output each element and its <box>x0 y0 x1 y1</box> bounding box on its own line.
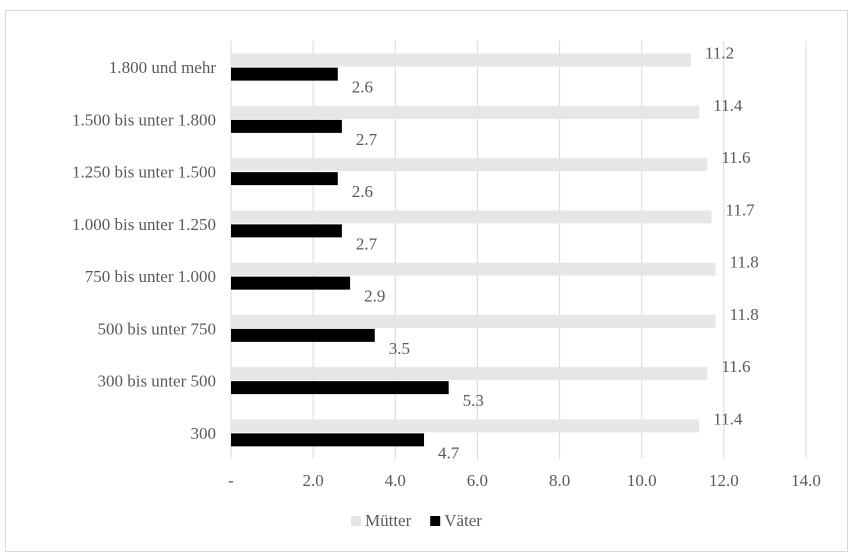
category-label-4: 1.000 bis unter 1.250 <box>72 215 216 234</box>
legend-label-0: Mütter <box>365 511 412 530</box>
bar-vaeter-4 <box>231 224 342 238</box>
bar-muetter-3 <box>231 262 716 276</box>
data-label-muetter-5: 11.6 <box>721 148 750 167</box>
x-tick-label-1: 2.0 <box>303 471 324 490</box>
bar-chart: - 2.0 4.0 6.0 8.0 10.0 12.0 14.0 300 11.4 4.7 300 b… <box>72 41 821 530</box>
data-label-muetter-6: 11.4 <box>713 96 743 115</box>
category-label-2: 500 bis unter 750 <box>97 319 216 338</box>
x-tick-label-0: - <box>228 471 234 490</box>
chart-frame: - 2.0 4.0 6.0 8.0 10.0 12.0 14.0 300 11.4 4.7 300 b… <box>5 10 848 552</box>
category-label-6: 1.500 bis unter 1.800 <box>72 110 216 129</box>
x-tick-label-3: 6.0 <box>467 471 488 490</box>
data-label-muetter-0: 11.4 <box>713 409 743 428</box>
category-label-3: 750 bis unter 1.000 <box>85 267 216 286</box>
data-label-vaeter-5: 2.6 <box>352 182 373 201</box>
x-tick-label-6: 12.0 <box>709 471 739 490</box>
bar-vaeter-6 <box>231 119 342 133</box>
data-label-vaeter-3: 2.9 <box>364 287 385 306</box>
data-label-vaeter-0: 4.7 <box>438 443 460 462</box>
bar-muetter-2 <box>231 314 716 328</box>
data-label-muetter-2: 11.8 <box>730 305 759 324</box>
bar-vaeter-1 <box>231 381 449 395</box>
category-label-1: 300 bis unter 500 <box>97 372 216 391</box>
bar-muetter-7 <box>231 53 691 67</box>
bar-vaeter-7 <box>231 67 338 81</box>
bar-muetter-4 <box>231 210 712 224</box>
category-label-7: 1.800 und mehr <box>109 58 217 77</box>
x-tick-label-2: 4.0 <box>385 471 406 490</box>
category-label-0: 300 <box>191 424 217 443</box>
data-label-muetter-4: 11.7 <box>726 200 756 219</box>
category-label-5: 1.250 bis unter 1.500 <box>72 163 216 182</box>
bar-vaeter-5 <box>231 172 338 186</box>
bar-muetter-6 <box>231 105 700 119</box>
data-label-muetter-7: 11.2 <box>705 44 734 63</box>
bar-muetter-0 <box>231 419 700 433</box>
x-tick-label-4: 8.0 <box>549 471 570 490</box>
data-label-vaeter-1: 5.3 <box>463 391 484 410</box>
data-label-vaeter-2: 3.5 <box>389 339 410 358</box>
data-label-muetter-3: 11.8 <box>730 253 759 272</box>
bar-vaeter-2 <box>231 328 375 342</box>
bar-vaeter-3 <box>231 276 351 290</box>
x-tick-label-7: 14.0 <box>791 471 821 490</box>
legend-label-1: Väter <box>444 511 482 530</box>
data-label-muetter-1: 11.6 <box>721 357 750 376</box>
legend-swatch-1 <box>430 516 441 526</box>
data-label-vaeter-6: 2.7 <box>356 130 378 149</box>
x-tick-label-5: 10.0 <box>627 471 657 490</box>
bar-muetter-5 <box>231 158 708 172</box>
bar-vaeter-0 <box>231 433 425 447</box>
legend-swatch-0 <box>351 516 361 526</box>
bar-muetter-1 <box>231 367 708 381</box>
data-label-vaeter-7: 2.6 <box>352 78 373 97</box>
data-label-vaeter-4: 2.7 <box>356 234 378 253</box>
